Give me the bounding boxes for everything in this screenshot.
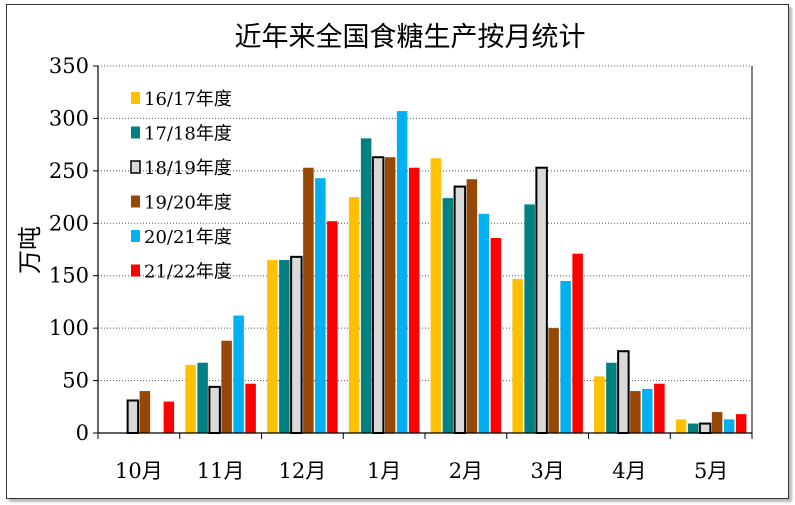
y-tick-label: 250 xyxy=(49,159,89,183)
y-tick-label: 200 xyxy=(49,211,89,235)
bar xyxy=(303,167,314,433)
bar xyxy=(126,399,140,435)
y-tick-labels: 0 50 100 150 200 250 300 350 xyxy=(49,54,89,445)
bar xyxy=(711,412,723,433)
bar xyxy=(327,221,338,433)
bar xyxy=(654,383,665,433)
x-category-label: 1月 xyxy=(367,459,401,483)
bar xyxy=(279,259,290,433)
bar xyxy=(185,364,196,433)
bar xyxy=(163,401,175,433)
legend-label: 21/22年度 xyxy=(144,262,232,283)
bars xyxy=(126,111,747,435)
bar xyxy=(490,237,502,433)
legend-swatch xyxy=(131,230,140,242)
bar xyxy=(687,423,699,433)
bar xyxy=(617,350,630,434)
bar xyxy=(478,213,490,433)
legend-swatch xyxy=(131,92,140,104)
bar xyxy=(208,385,221,434)
bar xyxy=(430,158,442,433)
y-tick-label: 100 xyxy=(49,316,89,340)
bar xyxy=(408,167,420,433)
bar xyxy=(642,388,653,433)
bar xyxy=(512,278,523,433)
y-axis-label: 万吨 xyxy=(16,226,44,274)
y-tick-label: 50 xyxy=(62,369,89,393)
legend-swatch xyxy=(130,160,141,174)
x-tick-labels: 10月 11月 12月 1月 2月 3月 4月 5月 xyxy=(115,459,728,483)
y-tick-label: 300 xyxy=(49,106,89,130)
x-category-label: 11月 xyxy=(197,459,245,483)
x-category-label: 10月 xyxy=(115,459,163,483)
bar xyxy=(384,157,396,433)
bar xyxy=(723,419,735,433)
y-tick-label: 0 xyxy=(76,421,89,445)
bar xyxy=(221,340,232,433)
x-category-label: 12月 xyxy=(279,459,327,483)
legend-swatch xyxy=(131,126,140,139)
bar xyxy=(535,166,548,434)
bar xyxy=(675,419,687,433)
bar xyxy=(524,204,535,433)
bar xyxy=(348,197,360,433)
x-category-label: 3月 xyxy=(530,459,564,483)
bar xyxy=(371,156,385,434)
bar xyxy=(594,376,605,433)
bar xyxy=(290,255,303,434)
bar xyxy=(245,383,256,433)
bar xyxy=(197,362,208,433)
legend-swatch xyxy=(131,195,140,208)
legend-label: 19/20年度 xyxy=(144,193,232,214)
chart-title: 近年来全国食糖生产按月统计 xyxy=(235,22,586,53)
y-tick-label: 150 xyxy=(49,264,89,288)
bar xyxy=(396,111,408,434)
legend-label: 17/18年度 xyxy=(144,124,232,145)
bar xyxy=(630,391,641,433)
legend-swatch xyxy=(131,264,140,277)
gridlines xyxy=(98,65,752,382)
bar xyxy=(548,328,559,433)
bar xyxy=(735,414,747,433)
bar xyxy=(698,422,712,435)
axes xyxy=(93,65,753,439)
bar xyxy=(360,138,372,433)
bar xyxy=(606,362,617,433)
legend-label: 16/17年度 xyxy=(144,89,232,110)
bar xyxy=(572,253,583,433)
x-category-label: 5月 xyxy=(694,459,728,483)
bar xyxy=(233,315,244,433)
bar xyxy=(560,280,571,433)
bar xyxy=(442,198,454,433)
bar xyxy=(315,178,326,433)
bar xyxy=(466,179,478,433)
x-category-label: 4月 xyxy=(612,459,646,483)
bar xyxy=(453,185,467,434)
bar xyxy=(139,391,151,433)
legend-label: 18/19年度 xyxy=(144,158,232,179)
bar xyxy=(267,259,278,433)
x-category-label: 2月 xyxy=(449,459,483,483)
legend: 16/17年度 17/18年度 18/19年度 19/20年度 20/21年度 21/22… xyxy=(130,89,232,283)
y-tick-label: 350 xyxy=(49,54,89,78)
legend-label: 20/21年度 xyxy=(144,227,232,248)
